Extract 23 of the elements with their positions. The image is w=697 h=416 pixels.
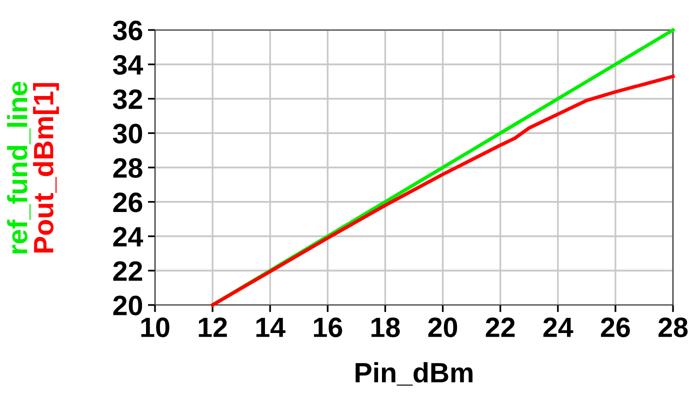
x-tick-label: 14 [256, 318, 286, 337]
y-tick-label: 24 [113, 226, 144, 246]
y-tick-label: 30 [112, 124, 142, 144]
x-tick-label: 18 [372, 318, 400, 338]
y-tick-label: 22 [113, 261, 142, 281]
text: ref_fund_line [7, 82, 31, 254]
x-tick-label: 24 [543, 318, 574, 337]
y-tick-label: 26 [113, 192, 142, 212]
x-tick-label: 28 [658, 318, 688, 338]
y-tick-label: 34 [112, 55, 144, 75]
x-tick-label: 26 [600, 318, 630, 338]
y-tick-label: 28 [113, 158, 142, 178]
line-series [210, 74, 675, 307]
x-tick-label: 12 [198, 318, 227, 337]
y-tick-label: 32 [112, 89, 142, 110]
x-tick-label: 10 [141, 318, 170, 338]
x-axis-title: Pin_dBm [356, 362, 472, 386]
text: Pout_dBm[1] [33, 83, 59, 253]
x-tick-label: 20 [428, 318, 458, 338]
x-tick-label: 16 [314, 318, 342, 338]
y-tick-label: 20 [113, 296, 142, 316]
x-tick-label: 22 [486, 318, 515, 337]
y-tick-label: 36 [112, 20, 142, 40]
